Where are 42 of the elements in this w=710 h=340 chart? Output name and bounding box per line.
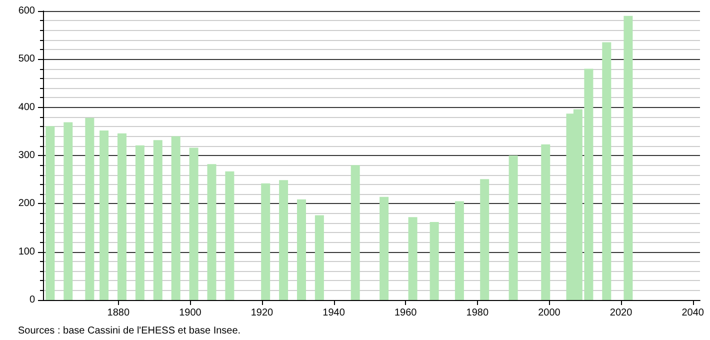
x-tick-label: 2000 [538, 308, 561, 318]
y-tick-label: 200 [18, 198, 36, 210]
bar [350, 165, 360, 300]
bar [261, 183, 270, 300]
bar [541, 144, 550, 300]
bar [189, 148, 198, 300]
bar [508, 156, 518, 300]
x-tick-label: 1960 [394, 308, 418, 318]
bar [207, 164, 216, 300]
bar [624, 16, 633, 300]
x-tick-label: 1880 [107, 308, 130, 318]
bar [46, 126, 55, 300]
bar [279, 180, 288, 300]
y-tick-label: 0 [29, 294, 36, 306]
bar [380, 196, 389, 300]
bar [480, 179, 490, 300]
x-tick-label: 1920 [250, 308, 274, 318]
bar [100, 130, 109, 300]
bar [135, 145, 144, 300]
y-tick-label: 100 [18, 246, 36, 258]
bar [64, 122, 73, 300]
bar [296, 199, 306, 300]
bar [117, 133, 126, 300]
x-tick-label: 2040 [682, 308, 704, 318]
y-tick-label: 300 [18, 150, 36, 161]
bar [454, 201, 464, 300]
bar [602, 42, 612, 300]
bar [408, 217, 418, 300]
x-tick-label: 1940 [322, 308, 346, 318]
y-tick-label: 400 [18, 102, 36, 113]
bar [225, 171, 234, 300]
bar [171, 136, 180, 300]
x-tick-label: 1980 [466, 308, 489, 318]
source-note: Sources : base Cassini de l'EHESS et base Insee. [18, 326, 241, 336]
bar [314, 215, 324, 300]
y-tick-label: 500 [18, 54, 36, 65]
x-tick-label: 2020 [610, 308, 633, 318]
bar [430, 222, 439, 300]
bar [153, 140, 162, 300]
y-tick-label: 600 [18, 6, 36, 16]
bar [85, 118, 94, 300]
x-tick-label: 1900 [179, 308, 202, 318]
